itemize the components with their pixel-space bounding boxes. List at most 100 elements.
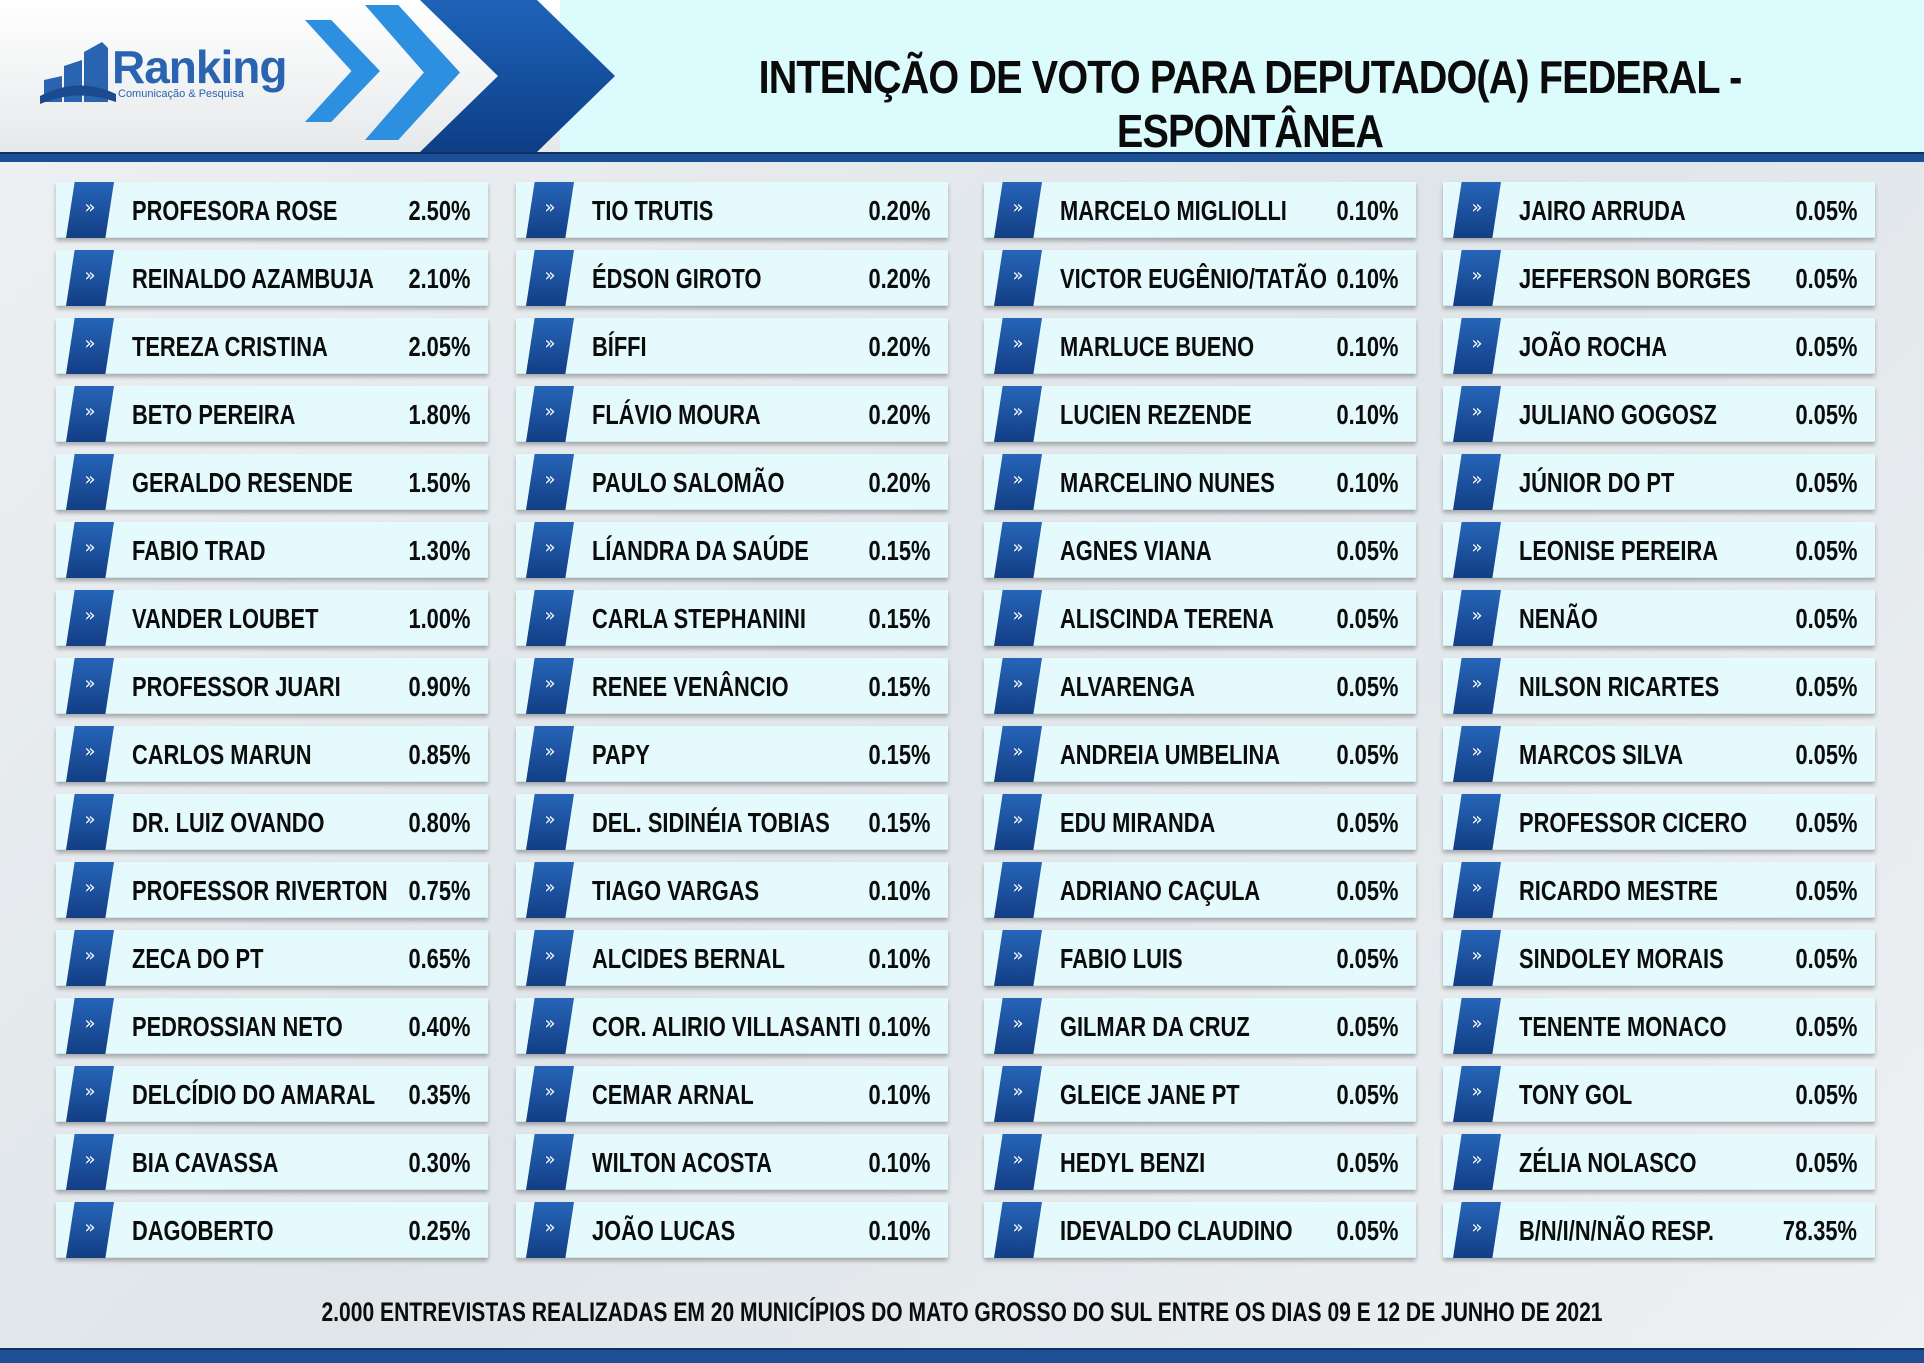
candidate-name: TIAGO VARGAS <box>592 875 760 906</box>
candidate-name: IDEVALDO CLAUDINO <box>1060 1215 1293 1246</box>
table-row: » PAPY 0.15% <box>516 726 948 782</box>
table-row: » CEMAR ARNAL 0.10% <box>516 1066 948 1122</box>
vote-percentage: 2.50% <box>408 195 470 226</box>
page-title: INTENÇÃO DE VOTO PARA DEPUTADO(A) FEDERA… <box>758 51 1743 157</box>
candidate-name: PEDROSSIAN NETO <box>132 1011 343 1042</box>
double-chevron-icon: » <box>1012 265 1024 286</box>
table-row: » VANDER LOUBET 1.00% <box>56 590 488 646</box>
candidate-name: MARCELINO NUNES <box>1060 467 1275 498</box>
table-row: » DEL. SIDINÉIA TOBIAS 0.15% <box>516 794 948 850</box>
double-chevron-icon: » <box>544 1217 556 1238</box>
vote-percentage: 0.05% <box>1336 671 1398 702</box>
row-tab: » <box>994 386 1042 442</box>
candidate-name: LEONISE PEREIRA <box>1519 535 1719 566</box>
candidate-name: B/N/I/N/NÃO RESP. <box>1519 1215 1714 1246</box>
table-row: » PROFESORA ROSE 2.50% <box>56 182 488 238</box>
double-chevron-icon: » <box>544 741 556 762</box>
header-banner: Ranking Comunicação & Pesquisa INTENÇÃO … <box>0 0 1924 157</box>
double-chevron-icon: » <box>1012 945 1024 966</box>
candidate-name: ÉDSON GIROTO <box>592 263 762 294</box>
vote-percentage: 0.20% <box>868 467 930 498</box>
double-chevron-icon: » <box>84 1149 96 1170</box>
row-tab: » <box>66 862 114 918</box>
candidate-name: RENEE VENÂNCIO <box>592 671 789 702</box>
row-tab: » <box>994 998 1042 1054</box>
vote-percentage: 0.15% <box>868 739 930 770</box>
table-row: » BIA CAVASSA 0.30% <box>56 1134 488 1190</box>
vote-percentage: 0.20% <box>868 263 930 294</box>
row-tab: » <box>994 1134 1042 1190</box>
table-row: » DR. LUIZ OVANDO 0.80% <box>56 794 488 850</box>
vote-percentage: 0.05% <box>1795 399 1857 430</box>
double-chevron-icon: » <box>1012 877 1024 898</box>
row-tab: » <box>526 726 574 782</box>
double-chevron-icon: » <box>84 333 96 354</box>
double-chevron-icon: » <box>84 1217 96 1238</box>
table-row: » TIAGO VARGAS 0.10% <box>516 862 948 918</box>
row-tab: » <box>66 318 114 374</box>
candidate-name: ALCIDES BERNAL <box>592 943 785 974</box>
vote-percentage: 1.30% <box>408 535 470 566</box>
double-chevron-icon: » <box>1012 537 1024 558</box>
table-row: » PROFESSOR RIVERTON 0.75% <box>56 862 488 918</box>
row-tab: » <box>66 590 114 646</box>
double-chevron-icon: » <box>1012 741 1024 762</box>
double-chevron-icon: » <box>1471 809 1483 830</box>
candidate-name: FABIO LUIS <box>1060 943 1183 974</box>
candidate-name: TIO TRUTIS <box>592 195 714 226</box>
row-tab: » <box>526 454 574 510</box>
row-tab: » <box>526 1202 574 1258</box>
candidate-name: AGNES VIANA <box>1060 535 1212 566</box>
candidate-name: BIA CAVASSA <box>132 1147 279 1178</box>
table-row: » REINALDO AZAMBUJA 2.10% <box>56 250 488 306</box>
double-chevron-icon: » <box>1012 197 1024 218</box>
vote-percentage: 1.80% <box>408 399 470 430</box>
vote-percentage: 1.00% <box>408 603 470 634</box>
row-tab: » <box>526 250 574 306</box>
table-row: » ZÉLIA NOLASCO 0.05% <box>1443 1134 1875 1190</box>
table-row: » IDEVALDO CLAUDINO 0.05% <box>984 1202 1416 1258</box>
candidate-name: GLEICE JANE PT <box>1060 1079 1240 1110</box>
table-row: » CARLA STEPHANINI 0.15% <box>516 590 948 646</box>
candidate-name: CEMAR ARNAL <box>592 1079 754 1110</box>
candidate-name: HEDYL BENZI <box>1060 1147 1206 1178</box>
table-row: » ALISCINDA TERENA 0.05% <box>984 590 1416 646</box>
vote-percentage: 0.10% <box>1336 195 1398 226</box>
table-row: » LEONISE PEREIRA 0.05% <box>1443 522 1875 578</box>
row-tab: » <box>1453 1066 1501 1122</box>
ranking-logo: Ranking Comunicação & Pesquisa <box>40 36 300 108</box>
row-tab: » <box>526 1066 574 1122</box>
row-tab: » <box>66 658 114 714</box>
row-tab: » <box>526 794 574 850</box>
header-divider <box>0 152 1924 162</box>
double-chevron-icon: » <box>1471 945 1483 966</box>
table-row: » ÉDSON GIROTO 0.20% <box>516 250 948 306</box>
vote-percentage: 0.85% <box>408 739 470 770</box>
vote-percentage: 0.05% <box>1336 807 1398 838</box>
row-tab: » <box>994 1066 1042 1122</box>
candidate-name: DEL. SIDINÉIA TOBIAS <box>592 807 830 838</box>
vote-percentage: 0.10% <box>868 943 930 974</box>
table-row: » BETO PEREIRA 1.80% <box>56 386 488 442</box>
row-tab: » <box>1453 590 1501 646</box>
double-chevron-icon: » <box>1471 1081 1483 1102</box>
vote-percentage: 0.80% <box>408 807 470 838</box>
row-tab: » <box>526 930 574 986</box>
vote-percentage: 0.20% <box>868 195 930 226</box>
vote-percentage: 0.05% <box>1795 1147 1857 1178</box>
row-tab: » <box>1453 454 1501 510</box>
row-tab: » <box>994 522 1042 578</box>
vote-percentage: 0.15% <box>868 535 930 566</box>
double-chevron-icon: » <box>544 1149 556 1170</box>
vote-percentage: 0.65% <box>408 943 470 974</box>
candidate-name: SINDOLEY MORAIS <box>1519 943 1724 974</box>
vote-percentage: 0.05% <box>1336 535 1398 566</box>
candidate-name: ANDREIA UMBELINA <box>1060 739 1281 770</box>
double-chevron-icon: » <box>544 877 556 898</box>
candidate-name: VICTOR EUGÊNIO/TATÃO <box>1060 263 1327 294</box>
table-row: » JOÃO ROCHA 0.05% <box>1443 318 1875 374</box>
double-chevron-icon: » <box>84 673 96 694</box>
footer-divider <box>0 1348 1924 1363</box>
vote-percentage: 0.15% <box>868 603 930 634</box>
table-row: » LÍANDRA DA SAÚDE 0.15% <box>516 522 948 578</box>
